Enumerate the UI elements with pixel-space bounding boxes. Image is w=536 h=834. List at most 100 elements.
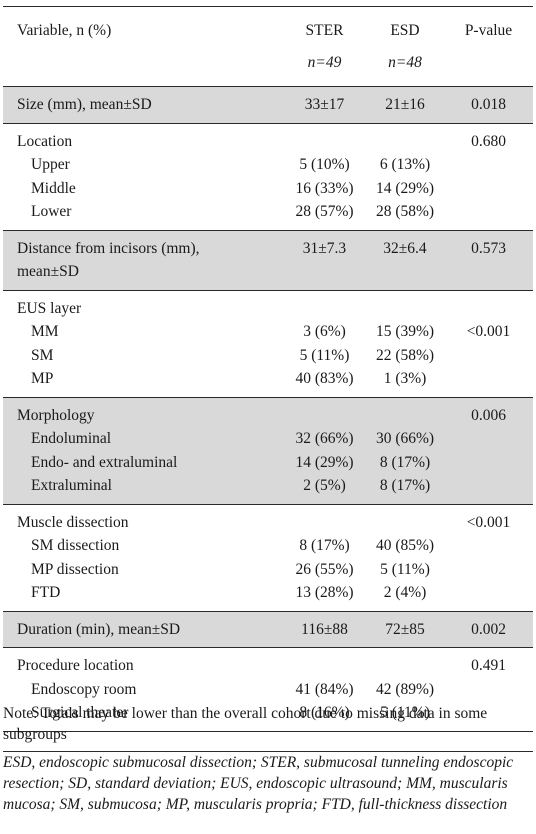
esd-value: 8 (17%) [366, 450, 444, 474]
row-label: Size (mm), mean±SD [3, 86, 283, 123]
table-header: Variable, n (%) STER ESD P-value n=49 n=… [3, 7, 533, 87]
esd-value: 1 (3%) [383, 370, 427, 387]
row-label: Endoscopy room [3, 678, 283, 702]
esd-value: 72±85 [366, 611, 444, 648]
table-row: Endo- and extraluminal 14 (29%) 8 (17%) [3, 450, 533, 474]
table-row: MP dissection 26 (55%) 5 (11%) [3, 558, 533, 582]
p-value [444, 177, 533, 201]
p-value [444, 558, 533, 582]
table-note: Note: Totals may be lower than the overa… [3, 703, 533, 752]
ster-value: 116±88 [283, 611, 366, 648]
table-row: Location 0.680 [3, 123, 533, 153]
header-pvalue: P-value [464, 22, 513, 39]
ster-value: 40 (83%) [295, 370, 354, 387]
row-label-text: Surgical theater [31, 704, 129, 721]
ster-value: 32 (66%) [283, 427, 366, 451]
table-row: Size (mm), mean±SD 33±17 21±16 0.018 [3, 86, 533, 123]
ster-value: 28 (57%) [295, 203, 354, 220]
row-label: Duration (min), mean±SD [3, 611, 283, 648]
esd-value: 28 (58%) [375, 203, 435, 220]
p-value [444, 474, 533, 504]
table-group: Morphology 0.006 Endoluminal 32 (66%) 30 (66… [3, 397, 533, 504]
ster-value: 3 (6%) [303, 323, 346, 340]
header-ster: STER [305, 22, 344, 39]
row-label-text: Distance from incisors (mm), [17, 239, 200, 257]
esd-value [366, 290, 444, 320]
table-row: Lower 28 (57%) 28 (58%) [3, 200, 533, 230]
row-label: SM dissection [3, 534, 283, 558]
row-label-text: Upper [31, 156, 70, 173]
table-row: Morphology 0.006 [3, 397, 533, 427]
ster-value: 8 (17%) [299, 537, 350, 554]
p-value [444, 427, 533, 451]
table-group: Distance from incisors (mm), mean±SD 31±7.… [3, 230, 533, 290]
esd-value [366, 397, 444, 427]
row-label-text: Duration (min), mean±SD [17, 620, 181, 638]
table-group: Location 0.680 Upper 5 (10%) 6 (13%) Middle 16… [3, 123, 533, 230]
ster-value: 8 (16%) [299, 704, 350, 721]
esd-value: 5 (11%) [380, 560, 430, 578]
p-value [444, 153, 533, 177]
table-row: EUS layer [3, 290, 533, 320]
ster-value: 2 (5%) [283, 474, 366, 504]
table-group: Muscle dissection <0.001 SM dissection 8 (1… [3, 504, 533, 611]
table-row: MP 40 (83%) 1 (3%) [3, 367, 533, 397]
abbreviations-note: ESD, endoscopic submucosal dissection; S… [3, 754, 514, 813]
row-label: FTD [3, 581, 283, 611]
esd-value [366, 648, 444, 678]
row-label: Middle [3, 177, 283, 201]
row-label: Extraluminal [3, 474, 283, 504]
row-label: MP [3, 367, 283, 397]
header-esd-n: n=48 [388, 53, 422, 71]
table-row: SM dissection 8 (17%) 40 (85%) [3, 534, 533, 558]
p-value [444, 344, 533, 368]
table-row: Endoscopy room 41 (84%) 42 (89%) [3, 678, 533, 702]
row-label-text: Location [17, 132, 73, 150]
row-label-text: Size (mm), mean±SD [17, 96, 152, 113]
p-value [444, 290, 533, 320]
header-blank [444, 43, 533, 87]
ster-value: 14 (29%) [283, 450, 366, 474]
table-row: MM 3 (6%) 15 (39%) <0.001 [3, 320, 533, 344]
row-label-text: SM [31, 346, 54, 364]
row-label: MM [3, 320, 283, 344]
table-group: Size (mm), mean±SD 33±17 21±16 0.018 [3, 86, 533, 123]
ster-value: 26 (55%) [295, 560, 354, 578]
header-blank [3, 43, 283, 87]
esd-value: 21±16 [366, 86, 444, 123]
ster-value: 13 (28%) [295, 584, 354, 601]
table-row: FTD 13 (28%) 2 (4%) [3, 581, 533, 611]
ster-value [283, 648, 366, 678]
ster-value: 41 (84%) [295, 680, 354, 698]
p-value [444, 200, 533, 230]
row-label: Endo- and extraluminal [3, 450, 283, 474]
row-label-text: Endo- and extraluminal [31, 453, 178, 471]
row-label: Upper [3, 153, 283, 177]
table-group: Duration (min), mean±SD 116±88 72±85 0.002 [3, 611, 533, 648]
table-group: EUS layer MM 3 (6%) 15 (39%) <0.001 SM 5 (11%)… [3, 290, 533, 397]
p-value: 0.491 [471, 657, 506, 674]
ster-value: 31±7.3 [283, 230, 366, 290]
row-label-text: Lower [31, 203, 72, 220]
row-label: Distance from incisors (mm), mean±SD [3, 230, 283, 290]
row-label: Lower [3, 200, 283, 230]
ster-value: 5 (11%) [299, 346, 350, 364]
row-label-text: MP dissection [31, 560, 119, 578]
p-value: <0.001 [466, 513, 511, 531]
row-label-text: MM [31, 323, 59, 340]
ster-value [283, 290, 366, 320]
row-label-text: Procedure location [17, 657, 134, 674]
esd-value: 22 (58%) [375, 346, 435, 364]
esd-value: 14 (29%) [375, 179, 435, 197]
row-label: Endoluminal [3, 427, 283, 451]
table-row: Extraluminal 2 (5%) 8 (17%) [3, 474, 533, 504]
row-label-text-line2: mean±SD [17, 263, 79, 280]
row-label-text: FTD [31, 584, 61, 601]
p-value: 0.006 [444, 397, 533, 427]
table-group: Procedure location 0.491 Endoscopy room 41 … [3, 648, 533, 731]
row-label-text: MP [31, 370, 54, 387]
row-label-text: EUS layer [17, 299, 82, 317]
table-row: Muscle dissection <0.001 [3, 504, 533, 534]
p-value [444, 534, 533, 558]
ster-value [283, 504, 366, 534]
